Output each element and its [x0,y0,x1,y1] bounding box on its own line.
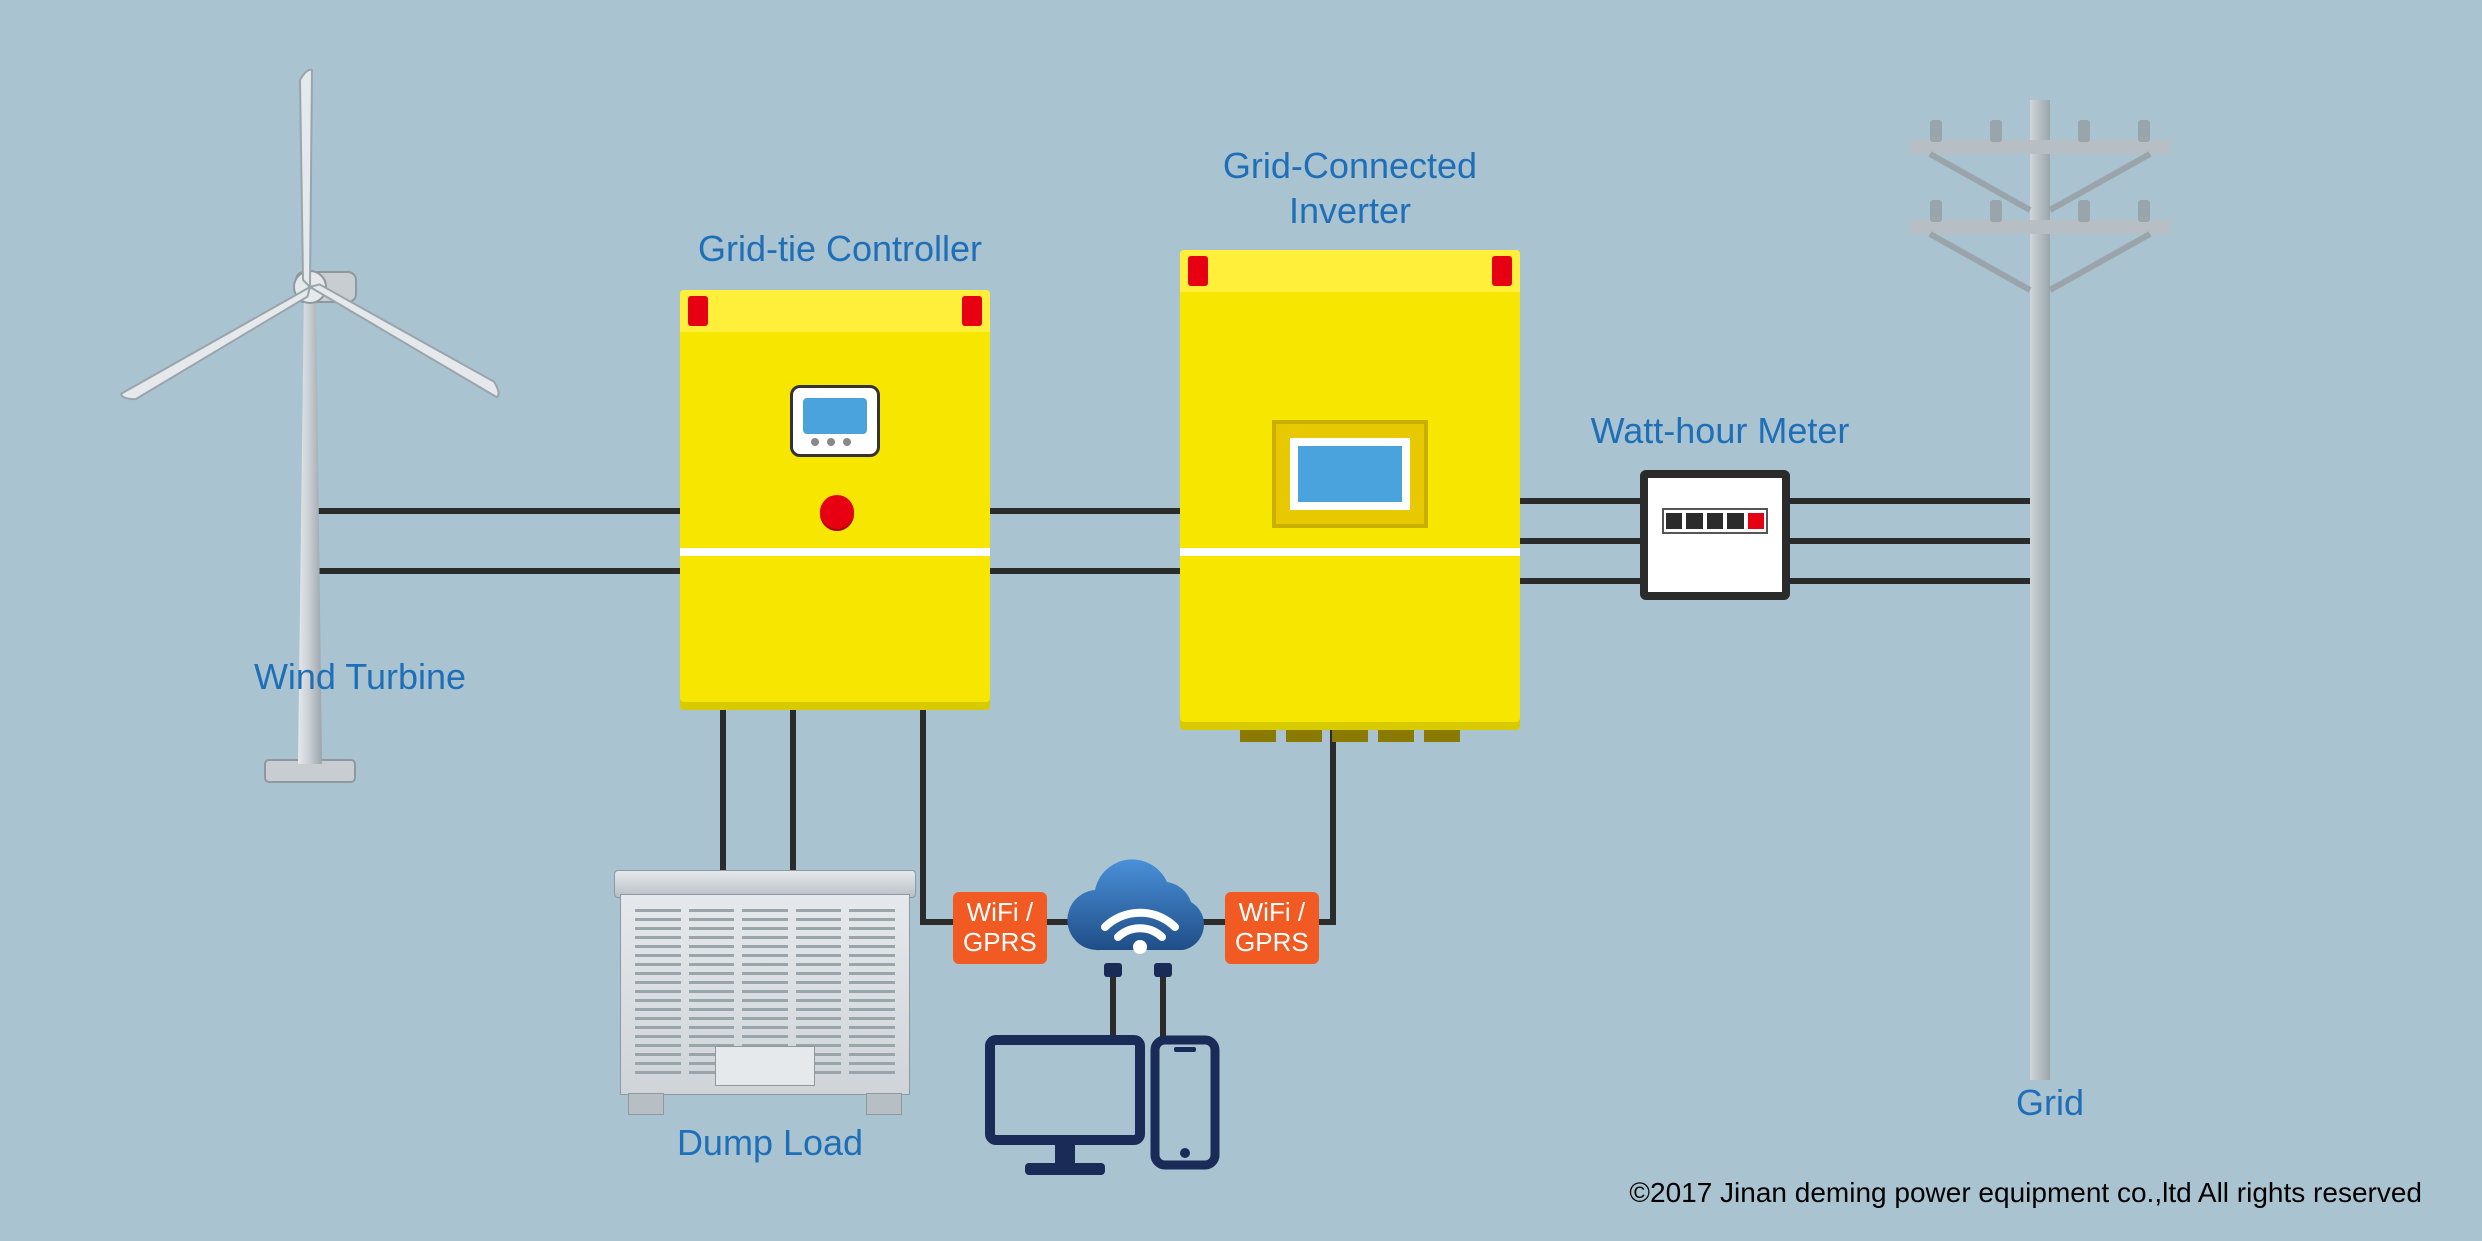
wire-ctrl-dump-l [720,705,726,880]
grid-connected-inverter [1180,250,1520,730]
dump-load-label: Dump Load [640,1122,900,1164]
controller-screen [790,385,880,457]
copyright-text: ©2017 Jinan deming power equipment co.,l… [1629,1177,2422,1209]
wire-cloud-phone [1160,968,1166,1038]
inverter-connectors [1240,730,1460,742]
utility-pole-icon [1870,100,2210,1100]
inverter-label-l2: Inverter [1160,190,1540,232]
grid-tie-controller [680,290,990,710]
phone-icon [1150,1035,1220,1170]
wire-ctrl-wifi-v [920,705,926,925]
wire-cloud-mon [1110,968,1116,1038]
tag-line2: GPRS [963,927,1037,957]
wifi-gprs-tag-right: WiFi / GPRS [1225,892,1319,964]
clip [1492,256,1512,286]
meter-label: Watt-hour Meter [1560,410,1880,452]
wire-ctrl-inv-bot [980,568,1190,574]
inverter-screen-bezel [1272,420,1428,528]
tag-line1: WiFi / [967,897,1033,927]
monitor-icon [985,1035,1145,1185]
tag-line1: WiFi / [1239,897,1305,927]
dump-load [620,870,910,1115]
inverter-label-l1: Grid-Connected [1160,145,1540,187]
watt-hour-meter [1640,470,1790,600]
clip [688,296,708,326]
divider [680,548,990,556]
tag-line2: GPRS [1235,927,1309,957]
wire-ctrl-dump-r [790,705,796,880]
clip [1188,256,1208,286]
inverter-top-strip [1180,250,1520,292]
grid-label: Grid [1980,1082,2120,1124]
wifi-gprs-tag-left: WiFi / GPRS [953,892,1047,964]
wire-ctrl-inv-top [980,508,1190,514]
divider [1180,548,1520,556]
clip [962,296,982,326]
wind-turbine-icon [60,60,560,820]
controller-button [820,495,854,529]
wire-inv-wifi-v [1330,725,1336,925]
wind-turbine-label: Wind Turbine [230,656,490,698]
controller-top-strip [680,290,990,332]
cloud-wifi-icon [1060,855,1220,975]
controller-label: Grid-tie Controller [640,228,1040,270]
